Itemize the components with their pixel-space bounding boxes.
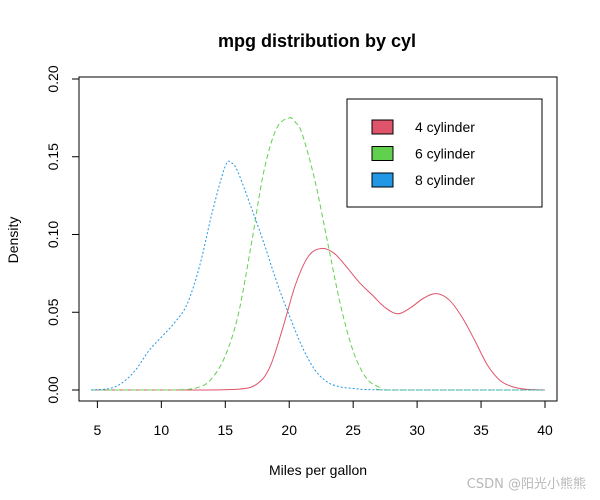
series-layer: [90, 117, 546, 391]
y-tick-label: 0.20: [45, 65, 61, 92]
legend-label: 6 cylinder: [415, 146, 475, 162]
legend-label: 8 cylinder: [415, 172, 475, 188]
legend-swatch: [371, 146, 394, 161]
watermark: CSDN @阳光小熊熊: [467, 476, 586, 492]
y-axis: 0.00 0.05 0.10 0.15 0.20: [45, 65, 80, 404]
y-axis-label: Density: [5, 217, 21, 264]
x-tick-label: 30: [409, 422, 425, 438]
x-tick-label: 35: [473, 422, 489, 438]
x-axis: 5 10 15 20 25 30 35 40: [93, 400, 553, 438]
legend-box: [346, 98, 543, 208]
y-tick-label: 0.15: [45, 143, 61, 170]
legend: 4 cylinder 6 cylinder 8 cylinder: [346, 98, 543, 208]
x-tick-label: 10: [154, 422, 170, 438]
legend-label: 4 cylinder: [415, 119, 475, 135]
y-tick-label: 0.10: [45, 221, 61, 248]
y-tick-label: 0.05: [45, 298, 61, 325]
x-tick-label: 15: [217, 422, 233, 438]
x-axis-label: Miles per gallon: [269, 462, 367, 478]
x-tick-label: 40: [537, 422, 553, 438]
legend-items: 4 cylinder 6 cylinder 8 cylinder: [371, 119, 475, 188]
chart-title: mpg distribution by cyl: [218, 31, 416, 51]
series-line-1: [91, 247, 546, 391]
x-tick-label: 20: [281, 422, 297, 438]
series-line-3: [90, 160, 545, 391]
legend-swatch: [371, 172, 394, 188]
x-tick-label: 25: [345, 422, 361, 438]
y-tick-label: 0.00: [45, 376, 61, 403]
x-tick-label: 5: [93, 422, 101, 438]
legend-swatch: [371, 119, 394, 135]
